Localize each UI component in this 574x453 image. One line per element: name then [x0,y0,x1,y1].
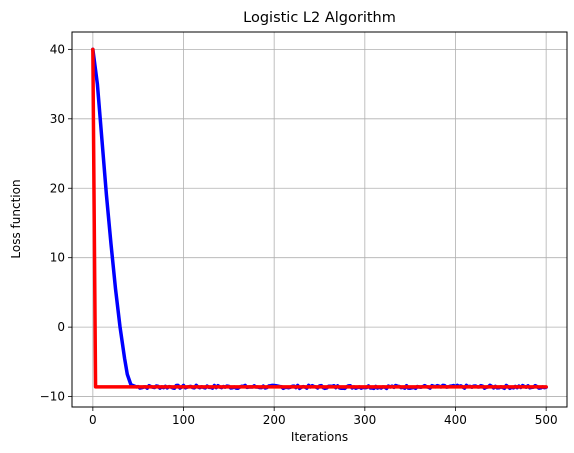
y-tick-label: 30 [50,112,65,126]
y-axis-ticks: −10 0 10 20 30 40 [40,42,72,404]
x-tick-label: 500 [535,413,558,427]
x-axis-label: Iterations [291,430,348,444]
y-tick-label: −10 [40,390,65,404]
x-tick-label: 300 [353,413,376,427]
x-axis-ticks: 0 100 200 300 400 500 [89,407,558,427]
x-tick-label: 200 [263,413,286,427]
chart-title: Logistic L2 Algorithm [243,10,396,26]
y-tick-label: 0 [57,320,65,334]
x-tick-label: 0 [89,413,97,427]
x-tick-label: 400 [444,413,467,427]
plot-background [72,32,567,407]
series-layer [91,47,548,391]
x-tick-label: 100 [172,413,195,427]
y-tick-label: 10 [50,251,65,265]
series-line-1 [91,47,548,389]
y-tick-label: 40 [50,42,65,56]
plot-frame [71,31,568,408]
grid [72,32,567,407]
y-tick-label: 20 [50,181,65,195]
y-axis-label: Loss function [9,179,23,258]
